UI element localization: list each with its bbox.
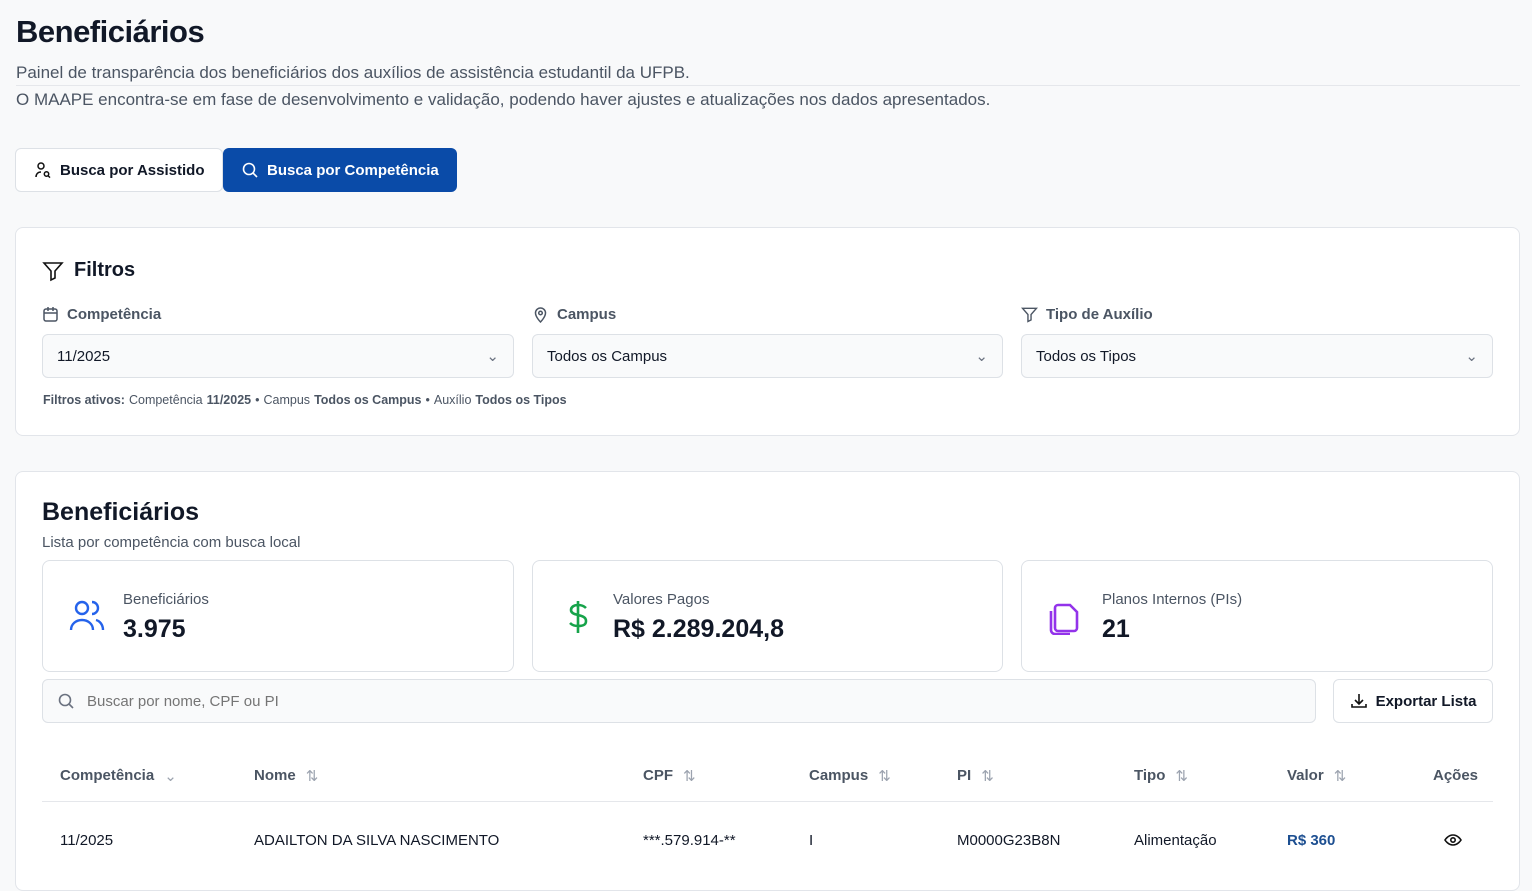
competencia-select[interactable]: 11/2025 ⌄ [42,334,514,378]
export-button[interactable]: Exportar Lista [1333,679,1493,723]
stat-planos-internos: Planos Internos (PIs) 21 [1021,560,1493,672]
dollar-icon [569,601,588,633]
sort-icon: ⇅ [1333,768,1347,785]
cell-tipo: Alimentação [1134,832,1217,849]
divider [42,801,1493,802]
cell-cpf: ***.579.914-** [643,832,736,849]
campus-select[interactable]: Todos os Campus ⌄ [532,334,1003,378]
search-input[interactable] [87,692,1187,710]
calendar-icon [43,307,58,322]
stat-valores-pagos: Valores Pagos R$ 2.289.204,8 [532,560,1003,672]
divider [16,85,1520,86]
chevron-down-icon: ⌄ [975,348,988,365]
tab-busca-assistido[interactable]: Busca por Assistido [15,148,224,192]
map-pin-icon [534,307,547,323]
eye-icon[interactable] [1444,832,1462,848]
sort-icon: ⇅ [981,768,994,785]
tab-label: Busca por Assistido [60,161,205,179]
filter-icon [1021,307,1038,323]
col-cpf[interactable]: CPF ⇅ [643,767,696,785]
col-valor[interactable]: Valor ⇅ [1287,767,1347,785]
download-icon [1350,694,1367,708]
tab-busca-competencia[interactable]: Busca por Competência [223,148,457,192]
campus-label: Campus [532,306,616,323]
notice: O MAAPE encontra-se em fase de desenvolv… [16,90,991,109]
col-campus[interactable]: Campus ⇅ [809,767,891,785]
copy-icon [1049,603,1079,635]
cell-pi: M0000G23B8N [957,832,1061,849]
active-filters: Filtros ativos: Competência 11/2025 • Campus… [43,393,567,407]
col-tipo[interactable]: Tipo ⇅ [1134,767,1188,785]
chevron-down-icon: ⌄ [164,768,177,785]
filters-card [15,227,1520,436]
list-subtitle: Lista por competência com busca local [42,534,301,551]
sort-icon: ⇅ [878,768,891,785]
users-icon [69,600,105,631]
filter-icon [42,261,64,281]
filters-title: Filtros [74,259,136,281]
user-search-icon [35,162,51,179]
col-pi[interactable]: PI ⇅ [957,767,994,785]
page-title: Beneficiários [16,14,205,49]
col-nome[interactable]: Nome ⇅ [254,767,319,785]
cell-valor: R$ 360 [1287,832,1336,849]
tipo-select[interactable]: Todos os Tipos ⌄ [1021,334,1493,378]
sort-icon: ⇅ [1175,768,1188,785]
cell-competencia: 11/2025 [60,832,114,849]
chevron-down-icon: ⌄ [1465,348,1478,365]
tab-label: Busca por Competência [267,161,439,179]
competencia-label: Competência [42,306,161,323]
col-acoes: Ações [1433,767,1479,784]
list-title: Beneficiários [42,498,200,526]
chevron-down-icon: ⌄ [486,348,499,365]
stat-beneficiarios: Beneficiários 3.975 [42,560,514,672]
search-icon [58,693,74,709]
search-icon [242,162,258,178]
tipo-label: Tipo de Auxílio [1021,306,1153,323]
cell-nome: ADAILTON DA SILVA NASCIMENTO [254,832,500,849]
filters-heading: Filtros [42,259,135,282]
sort-icon: ⇅ [683,768,696,785]
cell-campus: I [809,832,814,849]
col-competencia[interactable]: Competência ⌄ [60,767,177,785]
sort-icon: ⇅ [305,768,319,785]
search-field[interactable] [42,679,1316,723]
page-subtitle: Painel de transparência dos beneficiário… [16,63,690,82]
